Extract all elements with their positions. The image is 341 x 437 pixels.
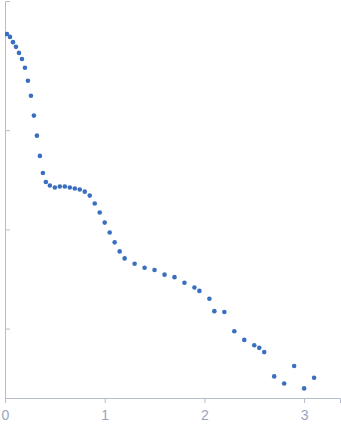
point (117, 249, 122, 254)
y-axis-line (6, 2, 11, 399)
x-axis-line (6, 399, 341, 404)
x-tick: 1 (101, 398, 109, 423)
point (192, 285, 197, 290)
point (68, 185, 73, 190)
point (272, 374, 277, 379)
point (72, 186, 77, 191)
point (87, 193, 92, 198)
y-tick-mark (5, 229, 10, 230)
point (41, 171, 46, 176)
point (262, 350, 267, 355)
point (112, 240, 117, 245)
point (257, 346, 262, 351)
point (172, 275, 177, 280)
point (8, 35, 13, 40)
point (292, 364, 297, 369)
point (142, 266, 147, 271)
x-tick: 3 (301, 398, 309, 423)
y-tick (5, 329, 10, 330)
point (23, 65, 28, 70)
point (82, 189, 87, 194)
point (107, 230, 112, 235)
chart: 0 1 2 3 (0, 0, 341, 437)
point (77, 187, 82, 192)
point (35, 133, 40, 138)
point (152, 268, 157, 273)
point (252, 343, 257, 348)
point (207, 296, 212, 301)
points (5, 32, 316, 391)
point (302, 386, 307, 391)
x-tick: 0 (2, 398, 10, 423)
point (63, 184, 68, 189)
point (102, 220, 107, 225)
plot: 0 1 2 3 (2, 2, 341, 424)
y-axis (5, 2, 10, 399)
point (162, 272, 167, 277)
point (17, 51, 22, 56)
point (122, 256, 127, 261)
point (38, 154, 43, 159)
x-axis: 0 1 2 3 (2, 398, 341, 423)
y-tick-mark (5, 130, 10, 131)
point (212, 309, 217, 314)
point (242, 338, 247, 343)
point (312, 375, 317, 380)
point (48, 183, 53, 188)
y-tick (5, 229, 10, 230)
point (14, 45, 19, 50)
point (29, 93, 34, 98)
point (132, 261, 137, 266)
x-tick-label: 3 (301, 407, 309, 423)
x-tick-mark (105, 398, 106, 403)
point (97, 210, 102, 215)
x-tick-label: 1 (101, 407, 109, 423)
point (20, 57, 25, 62)
y-tick (5, 130, 10, 131)
point (26, 79, 31, 84)
point (197, 289, 202, 294)
point (53, 185, 58, 190)
x-tick-mark (304, 398, 305, 403)
point (282, 381, 287, 386)
x-tick: 2 (201, 398, 209, 423)
x-tick-label: 0 (2, 407, 10, 423)
point (182, 280, 187, 285)
point (222, 310, 227, 315)
x-tick-mark (204, 398, 205, 403)
point (11, 40, 16, 45)
point (232, 329, 237, 334)
point (32, 113, 37, 118)
point (58, 184, 63, 189)
point (92, 201, 97, 206)
x-tick-label: 2 (201, 407, 209, 423)
y-tick-mark (5, 329, 10, 330)
point (44, 180, 49, 185)
